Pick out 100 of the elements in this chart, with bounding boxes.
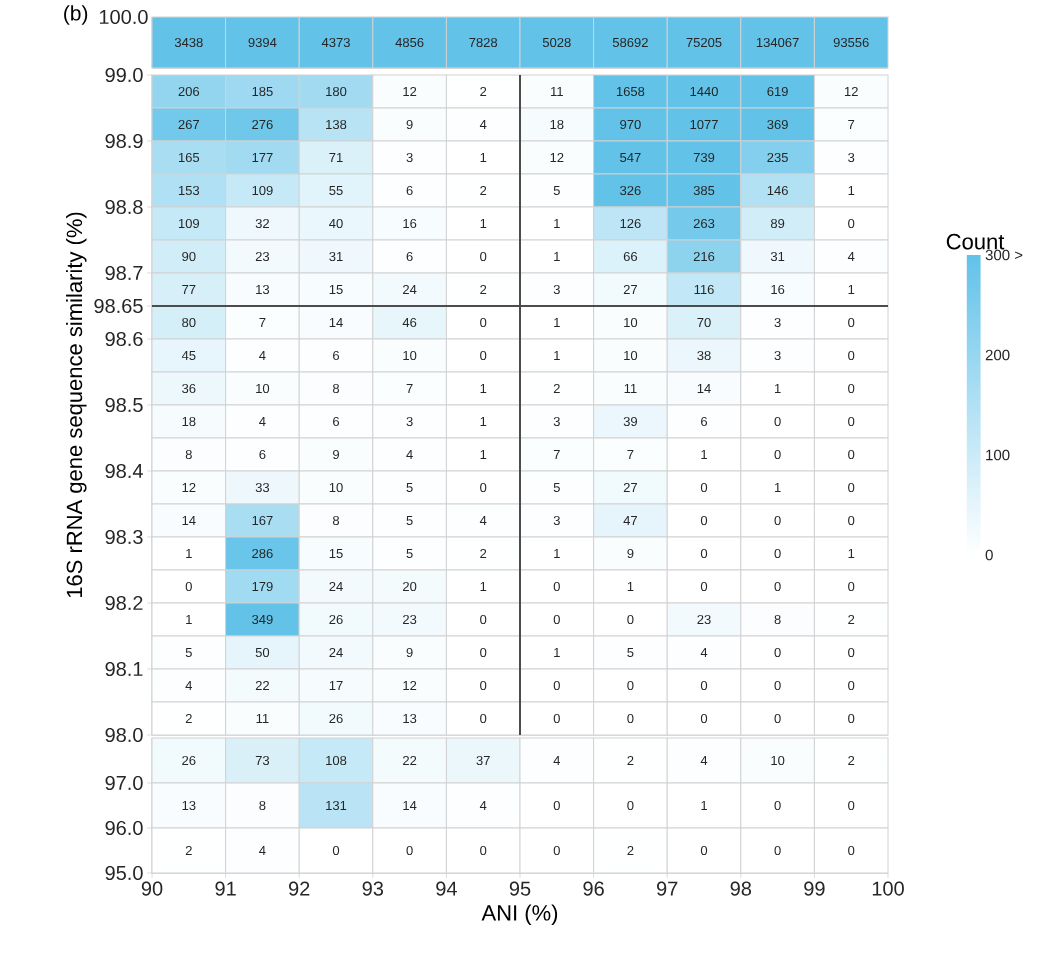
data-label: 8: [185, 449, 192, 460]
data-label: 0: [553, 800, 560, 811]
data-label: 2: [848, 614, 855, 625]
data-label: 5: [185, 647, 192, 658]
data-label: 1: [480, 417, 487, 426]
data-label: 547: [620, 152, 641, 163]
data-label: 165: [178, 152, 200, 163]
data-label: 3: [848, 152, 855, 163]
data-label: 0: [627, 680, 634, 691]
data-label: 0: [774, 647, 781, 658]
data-label: 27: [623, 284, 637, 295]
data-label: 5: [627, 647, 634, 658]
data-label: 6: [406, 251, 413, 262]
data-label: 15: [329, 548, 343, 559]
data-label: 0: [700, 482, 708, 493]
data-label: 0: [848, 680, 855, 691]
data-label: 46: [402, 317, 417, 328]
x-tick-label: 100: [872, 881, 904, 896]
data-label: 89: [770, 218, 785, 229]
data-label: 0: [700, 581, 708, 592]
data-label: 180: [326, 86, 347, 97]
data-label: 0: [480, 482, 487, 493]
data-label: 11: [256, 714, 269, 723]
data-label: 108: [326, 755, 347, 766]
text: 100.0: [99, 9, 148, 25]
data-label: 37: [476, 755, 490, 766]
data-label: 0: [700, 713, 708, 724]
data-label: 185: [252, 86, 273, 97]
data-label: 8: [259, 800, 266, 811]
y-tick-label: 97.0: [105, 775, 143, 791]
data-label: 3438: [174, 37, 203, 48]
y-tick-label: 98.0: [105, 727, 143, 743]
data-label: 0: [848, 713, 855, 724]
data-label: 22: [255, 680, 269, 691]
data-label: 11: [551, 87, 563, 96]
data-label: 1: [554, 351, 560, 360]
x-tick-label: 92: [289, 881, 310, 896]
data-label: 3: [774, 317, 781, 328]
data-label: 23: [697, 614, 711, 625]
data-label: 80: [182, 317, 196, 328]
data-label: 4: [553, 756, 561, 765]
data-label: 33: [255, 482, 270, 493]
data-label: 8: [774, 614, 781, 625]
data-label: 7: [848, 120, 855, 129]
data-label: 0: [848, 581, 855, 592]
data-label: 10: [624, 350, 638, 361]
y-axis-title: 16S rRNA gene sequence similarity (%): [66, 212, 87, 598]
color-bar-label: 200: [985, 349, 1010, 361]
data-label: 267: [178, 119, 199, 130]
data-label: 15: [329, 284, 343, 295]
data-label: 93556: [833, 37, 869, 48]
data-label: 0: [627, 713, 634, 724]
data-label: 1077: [690, 119, 718, 130]
data-label: 326: [620, 185, 641, 196]
data-label: 349: [252, 614, 273, 625]
data-label: 18: [182, 416, 196, 427]
y-tick-label: 98.3: [105, 529, 143, 545]
data-label: 0: [553, 845, 560, 856]
data-label: 7: [627, 450, 634, 459]
x-tick-label: 91: [215, 881, 236, 896]
data-label: 7828: [469, 37, 498, 48]
data-label: 385: [693, 185, 715, 196]
data-label: 286: [252, 548, 273, 559]
x-tick-label: 90: [141, 881, 163, 896]
data-label: 75205: [686, 37, 722, 48]
data-label: 3: [406, 416, 413, 427]
data-label: 0: [848, 845, 855, 856]
data-label: 0: [480, 845, 487, 856]
data-label: 126: [620, 218, 641, 229]
data-label: 276: [252, 119, 273, 130]
data-label: 0: [700, 680, 708, 691]
data-label: 0: [848, 317, 855, 328]
y-tick-label: 95.0: [105, 865, 143, 881]
data-label: 4: [259, 846, 266, 855]
data-label: 1: [186, 549, 192, 558]
data-label: 17: [329, 681, 343, 690]
data-label: 3: [553, 515, 560, 526]
data-label: 0: [774, 713, 781, 724]
data-label: 8: [332, 383, 340, 394]
data-label: 0: [480, 251, 487, 262]
data-label: 24: [329, 647, 343, 658]
data-label: 31: [329, 251, 343, 262]
data-label: 66: [623, 251, 638, 262]
data-label: 36: [182, 383, 196, 394]
data-label: 24: [403, 284, 417, 295]
color-bar-label: 300 >: [985, 249, 1023, 261]
data-label: 5: [553, 185, 560, 196]
data-label: 1: [480, 582, 487, 591]
data-label: 1: [554, 219, 560, 228]
data-label: 0: [848, 416, 855, 427]
data-label: 0: [553, 581, 560, 592]
data-label: 0: [774, 416, 781, 427]
data-label: 0: [480, 680, 487, 691]
data-label: 6: [333, 416, 340, 427]
y-tick-label: 98.6: [105, 331, 143, 347]
data-label: 26: [329, 713, 343, 724]
data-label: 739: [693, 152, 715, 163]
data-label: 1658: [616, 86, 645, 97]
x-tick-label: 96: [583, 881, 604, 896]
data-label: 2: [627, 755, 634, 766]
